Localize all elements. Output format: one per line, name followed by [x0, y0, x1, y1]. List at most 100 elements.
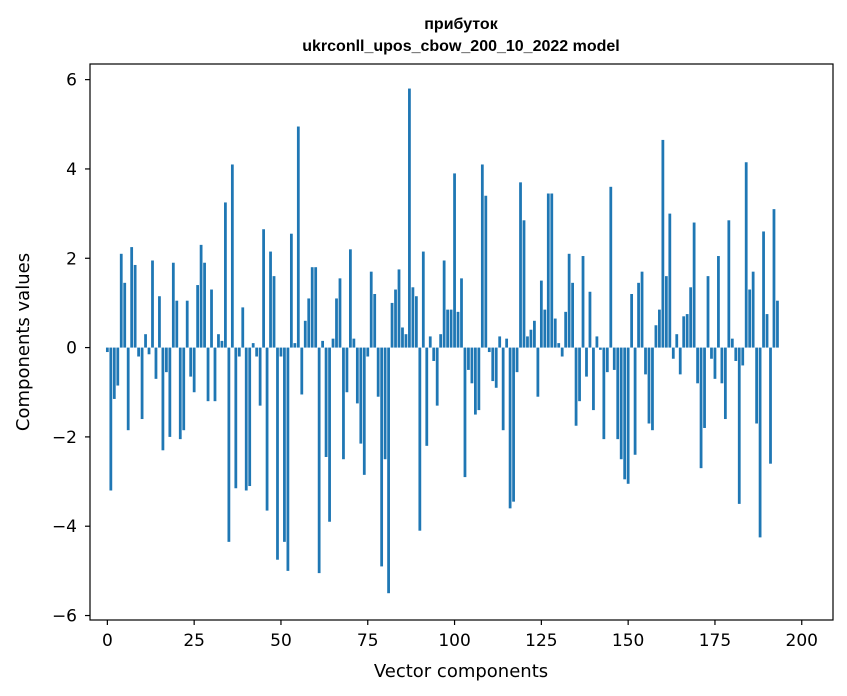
bar-143	[602, 347, 606, 440]
bar-70	[349, 249, 352, 348]
bar-156	[647, 347, 651, 424]
bar-80	[383, 347, 387, 460]
bar-37	[234, 347, 238, 489]
x-tick-label: 100	[438, 631, 470, 651]
bar-163	[671, 347, 675, 359]
bar-167	[685, 314, 689, 348]
bar-104	[467, 347, 470, 370]
bar-48	[272, 276, 276, 348]
bar-154	[640, 271, 644, 348]
bar-95	[435, 347, 439, 406]
bar-158	[654, 325, 658, 348]
bar-102	[460, 278, 463, 348]
bar-54	[293, 343, 297, 348]
bar-126	[543, 309, 547, 348]
bar-115	[505, 338, 509, 348]
bar-136	[578, 347, 581, 402]
x-tick-label: 50	[270, 631, 292, 651]
y-tick-label: 6	[66, 71, 77, 91]
bar-47	[269, 251, 272, 348]
bar-135	[574, 347, 578, 426]
bar-15	[158, 296, 161, 348]
bar-75	[366, 347, 370, 357]
bar-193	[776, 300, 779, 348]
bar-109	[484, 195, 488, 348]
x-tick-label: 175	[699, 631, 731, 651]
bar-100	[453, 173, 456, 348]
bar-23	[185, 300, 189, 348]
x-axis-label: Vector components	[374, 661, 548, 682]
bar-34	[224, 202, 227, 348]
bar-68	[342, 347, 345, 460]
bar-78	[376, 347, 380, 397]
bar-88	[411, 287, 415, 348]
bar-117	[512, 347, 515, 502]
bar-107	[477, 347, 481, 411]
bar-69	[345, 347, 349, 393]
bar-146	[612, 347, 616, 370]
bar-38	[237, 347, 241, 357]
bar-91	[421, 251, 425, 348]
bar-5	[123, 282, 127, 348]
bar-147	[616, 347, 620, 440]
bar-1	[109, 347, 113, 491]
bar-132	[564, 311, 568, 348]
bar-14	[154, 347, 158, 379]
bar-62	[321, 340, 325, 348]
bar-103	[463, 347, 467, 478]
bar-155	[644, 347, 647, 375]
bar-74	[362, 347, 366, 475]
bar-49	[276, 347, 279, 560]
bar-127	[546, 193, 550, 348]
bar-160	[661, 139, 665, 348]
bar-166	[682, 316, 686, 348]
bar-32	[217, 334, 220, 348]
chart-title: прибуток	[424, 16, 498, 33]
bar-12	[147, 347, 151, 355]
bar-89	[414, 296, 418, 348]
bar-106	[473, 347, 477, 415]
bar-149	[623, 347, 627, 480]
bar-36	[230, 164, 234, 348]
bar-174	[710, 347, 713, 359]
bar-7	[130, 247, 134, 348]
bar-175	[713, 347, 717, 379]
bar-184	[744, 162, 748, 348]
bar-85	[401, 327, 404, 348]
bar-110	[487, 347, 491, 353]
bar-178	[723, 347, 727, 420]
bar-131	[560, 347, 564, 357]
bar-150	[626, 347, 630, 484]
bar-58	[307, 298, 311, 348]
bar-44	[258, 347, 262, 406]
bar-30	[210, 289, 213, 348]
bar-51	[283, 347, 286, 542]
y-tick-label: −2	[52, 428, 77, 448]
bar-73	[359, 347, 363, 444]
bar-93	[428, 336, 432, 348]
x-tick-label: 0	[102, 631, 113, 651]
bar-114	[501, 347, 505, 431]
bar-123	[533, 320, 536, 348]
bar-55	[296, 126, 300, 348]
bar-19	[171, 262, 175, 348]
bar-144	[605, 347, 609, 373]
bar-66	[335, 298, 338, 348]
bar-16	[161, 347, 165, 451]
bar-18	[168, 347, 172, 437]
bar-65	[331, 338, 335, 348]
bar-29	[206, 347, 210, 402]
bar-164	[675, 334, 679, 348]
bar-11	[144, 334, 147, 348]
bar-111	[491, 347, 495, 382]
bar-152	[633, 347, 637, 455]
bar-94	[432, 347, 436, 361]
bar-128	[550, 193, 554, 348]
bar-31	[213, 347, 217, 402]
bar-134	[571, 282, 574, 348]
bar-67	[338, 278, 342, 348]
bar-81	[387, 347, 390, 594]
bars-group	[105, 88, 779, 594]
bar-192	[772, 209, 776, 348]
bar-56	[300, 347, 304, 395]
